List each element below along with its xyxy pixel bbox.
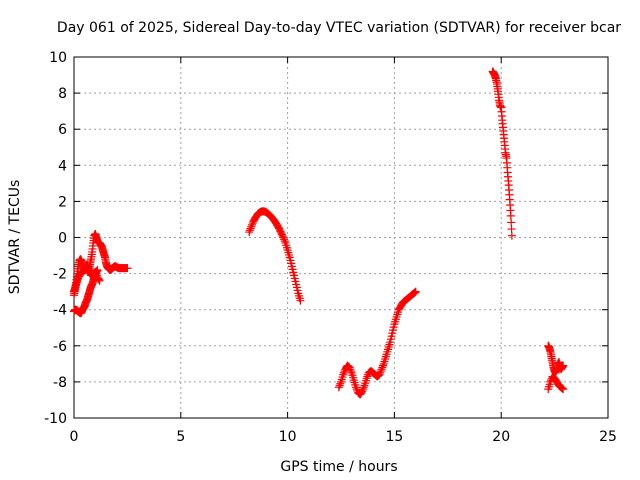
data-point — [559, 385, 568, 394]
axis-ticks: 0 5 10 15 20 25 -10 -8 -6 -4 -2 0 2 4 6 8 10 — [44, 50, 617, 445]
data-point — [376, 367, 385, 376]
data-point — [339, 370, 348, 379]
y-tick-label: -4 — [53, 303, 67, 319]
y-tick-label: -6 — [53, 339, 67, 355]
y-tick-label: 8 — [58, 86, 67, 102]
data-point — [362, 374, 371, 383]
data-point — [280, 235, 289, 244]
data-point — [278, 231, 287, 240]
data-point — [346, 365, 355, 374]
data-point — [92, 269, 101, 278]
data-point — [334, 383, 343, 392]
data-markers — [70, 67, 568, 399]
data-point — [507, 231, 516, 240]
data-point — [345, 363, 354, 372]
data-point — [411, 288, 420, 297]
data-point — [123, 264, 132, 273]
data-point — [359, 383, 368, 392]
grid — [74, 57, 608, 418]
x-tick-label: 0 — [70, 429, 79, 445]
x-tick-label: 5 — [176, 429, 185, 445]
data-point — [91, 267, 100, 276]
y-tick-label: 6 — [58, 122, 67, 138]
data-point — [296, 296, 305, 305]
y-axis-title: SDTVAR / TECUs — [7, 180, 23, 295]
data-point — [245, 228, 254, 237]
data-point — [358, 386, 367, 395]
data-point — [94, 275, 103, 284]
data-point — [378, 363, 387, 372]
y-tick-label: -10 — [44, 411, 67, 427]
x-tick-label: 20 — [492, 429, 510, 445]
data-point — [411, 287, 420, 296]
data-point — [376, 368, 385, 377]
data-point — [377, 365, 386, 374]
chart-title: Day 061 of 2025, Sidereal Day-to-day VTE… — [57, 20, 621, 36]
data-point — [335, 381, 344, 390]
data-point — [559, 361, 568, 370]
data-point — [351, 383, 360, 392]
data-point — [245, 226, 254, 235]
data-point — [247, 222, 256, 231]
data-point — [363, 372, 372, 381]
data-point — [279, 233, 288, 242]
data-point — [95, 276, 104, 285]
data-point — [280, 237, 289, 246]
data-point — [379, 361, 388, 370]
data-point — [346, 367, 355, 376]
data-point — [410, 288, 419, 297]
x-tick-label: 15 — [385, 429, 403, 445]
x-tick-label: 10 — [279, 429, 297, 445]
y-tick-label: -8 — [53, 375, 67, 391]
x-axis-title: GPS time / hours — [280, 459, 397, 475]
y-tick-label: -2 — [53, 267, 67, 283]
data-point — [248, 220, 256, 229]
y-tick-label: 0 — [58, 231, 67, 247]
data-point — [558, 384, 567, 393]
y-tick-label: 10 — [49, 50, 67, 66]
data-point — [359, 385, 368, 394]
data-point — [246, 224, 255, 233]
data-point — [557, 383, 566, 392]
data-point — [336, 379, 345, 388]
y-tick-label: 4 — [58, 158, 67, 174]
y-tick-label: 2 — [58, 194, 67, 210]
x-tick-label: 25 — [599, 429, 617, 445]
data-point — [375, 370, 384, 379]
data-point — [339, 368, 348, 377]
